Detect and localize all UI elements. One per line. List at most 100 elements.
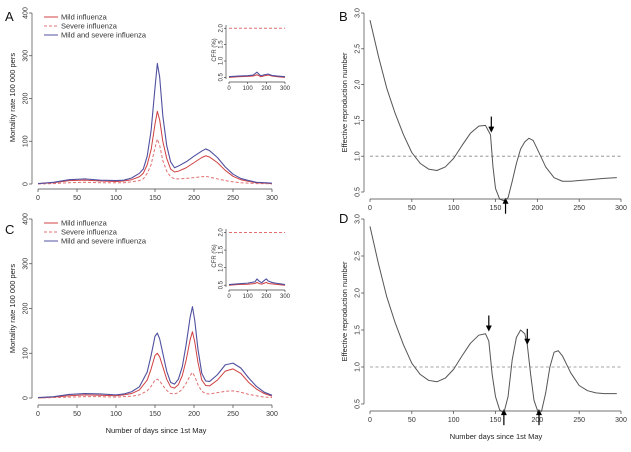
inset: CFR (%) (212, 232, 286, 286)
y-tick-label: 2.0 (219, 23, 225, 32)
x-tick-label: 300 (615, 205, 627, 212)
x-tick-label: 300 (266, 411, 278, 418)
x-tick-label: 100 (448, 417, 460, 424)
arrow-head (500, 409, 507, 416)
y-tick-label: 0 (23, 182, 30, 186)
inset-line-mild-influenza (228, 281, 286, 286)
x-tick-label: 300 (615, 417, 627, 424)
legend-entry: Severe influenza (61, 228, 118, 237)
x-tick-label: 50 (408, 417, 416, 424)
y-tick-label: 200 (23, 93, 30, 105)
x-tick-label: 50 (73, 411, 81, 418)
series-line-mild-influenza (37, 110, 273, 185)
x-tick-label: 0 (36, 195, 40, 202)
series-line-mild-influenza (37, 331, 273, 399)
series-line-severe-influenza (37, 371, 273, 399)
arrow-head (524, 338, 531, 345)
y-tick-label: 100 (23, 347, 30, 359)
x-tick-label: 200 (531, 417, 543, 424)
series-line-severe-influenza (37, 138, 273, 185)
y-tick-label: 300 (23, 258, 30, 270)
panel-label: C (5, 222, 14, 237)
x-tick-label: 100 (110, 411, 122, 418)
y-tick-label: 1.5 (355, 115, 362, 125)
x-tick-label: 200 (261, 294, 272, 300)
panel-c-axes: 0 50 100 150 200 250 300 0 100 200 300 400 (23, 213, 278, 418)
x-tick-label: 0 (227, 86, 231, 92)
x-tick-label: 150 (490, 417, 502, 424)
y-tick-label: 100 (23, 135, 30, 147)
legend-entry: Mild and severe influenza (61, 237, 147, 246)
x-tick-label: 250 (573, 417, 585, 424)
y-axis-label: Effective reproduction number (340, 52, 349, 152)
y-tick-label: 200 (23, 303, 30, 315)
x-tick-label: 150 (149, 411, 161, 418)
inset-line-mild-and-severe-influenza (228, 278, 286, 286)
panel-c-inset-axes: 0 100 200 300 0.5 1.0 1.5 2.0 (219, 228, 291, 300)
inset-line-mild-influenza (228, 74, 286, 78)
y-tick-label: 0.5 (355, 399, 362, 409)
y-tick-label: 1.5 (219, 40, 225, 49)
y-tick-label: 1.0 (355, 362, 362, 372)
y-tick-label: 1.0 (219, 56, 225, 65)
y-tick-label: 300 (23, 50, 30, 62)
panel-a-inset-axes: 0 100 200 300 0.5 1.0 1.5 2.0 (219, 23, 291, 92)
legend-entry: Severe influenza (61, 22, 118, 31)
y-tick-label: 400 (23, 213, 30, 225)
x-tick-label: 50 (73, 195, 81, 202)
y-tick-label: 0 (23, 396, 30, 400)
x-tick-label: 300 (266, 195, 278, 202)
series-line-mild-and-severe-influenza (37, 62, 273, 185)
x-tick-label: 100 (110, 195, 122, 202)
inset-line-mild-and-severe-influenza (228, 71, 286, 78)
y-tick-label: 1.5 (355, 325, 362, 335)
x-tick-label: 250 (573, 205, 585, 212)
panel-label: D (339, 211, 348, 226)
x-axis-label: Number of days since 1st May (106, 426, 207, 435)
x-tick-label: 0 (36, 411, 40, 418)
x-tick-label: 100 (243, 294, 254, 300)
legend-entry: Mild influenza (61, 219, 108, 228)
x-tick-label: 100 (448, 205, 460, 212)
series-line-effective-reproduction-number (369, 226, 617, 414)
panel-label: B (339, 9, 348, 24)
panel-a-axes: 0 50 100 150 200 250 300 0 100 200 300 400 (23, 7, 278, 202)
panel-c: C Mortality rate 100 000 pers Number of da… (5, 219, 286, 435)
x-axis-label: Number days since 1st May (450, 432, 543, 441)
x-tick-label: 0 (227, 294, 231, 300)
panel-b-axes: 0 50 100 150 200 250 300 0.5 1.0 1.5 2.0 2.5 3.0 (355, 8, 627, 212)
x-tick-label: 250 (227, 411, 239, 418)
y-tick-label: 400 (23, 7, 30, 19)
legend-entry: Mild and severe influenza (61, 31, 147, 40)
arrow-up (500, 409, 507, 426)
arrow-down (485, 315, 492, 332)
x-tick-label: 200 (188, 195, 200, 202)
arrow-head (488, 126, 495, 133)
series-line-effective-reproduction-number (369, 20, 617, 202)
y-tick-label: 2.0 (219, 228, 225, 237)
arrow-up (502, 197, 509, 214)
y-tick-label: 1.0 (355, 151, 362, 161)
series-line-mild-and-severe-influenza (37, 306, 273, 399)
y-axis-label: Mortality rate 100 000 pers (8, 53, 17, 142)
x-tick-label: 200 (188, 411, 200, 418)
x-tick-label: 200 (531, 205, 543, 212)
panel-b: B Effective reproduction number (339, 9, 621, 214)
y-tick-label: 2.5 (355, 251, 362, 261)
x-tick-label: 300 (280, 86, 291, 92)
inset-y-axis-label: CFR (%) (212, 244, 218, 267)
y-tick-label: 3.0 (355, 8, 362, 18)
x-tick-label: 150 (490, 205, 502, 212)
x-tick-label: 0 (368, 417, 372, 424)
panel-d: D Effective reproduction number Number day… (339, 211, 621, 441)
x-tick-label: 50 (408, 205, 416, 212)
y-axis-label: Effective reproduction number (340, 261, 349, 361)
y-tick-label: 0.5 (219, 73, 225, 82)
x-tick-label: 300 (280, 294, 291, 300)
y-tick-label: 2.0 (355, 80, 362, 90)
x-tick-label: 200 (261, 86, 272, 92)
x-tick-label: 100 (243, 86, 254, 92)
